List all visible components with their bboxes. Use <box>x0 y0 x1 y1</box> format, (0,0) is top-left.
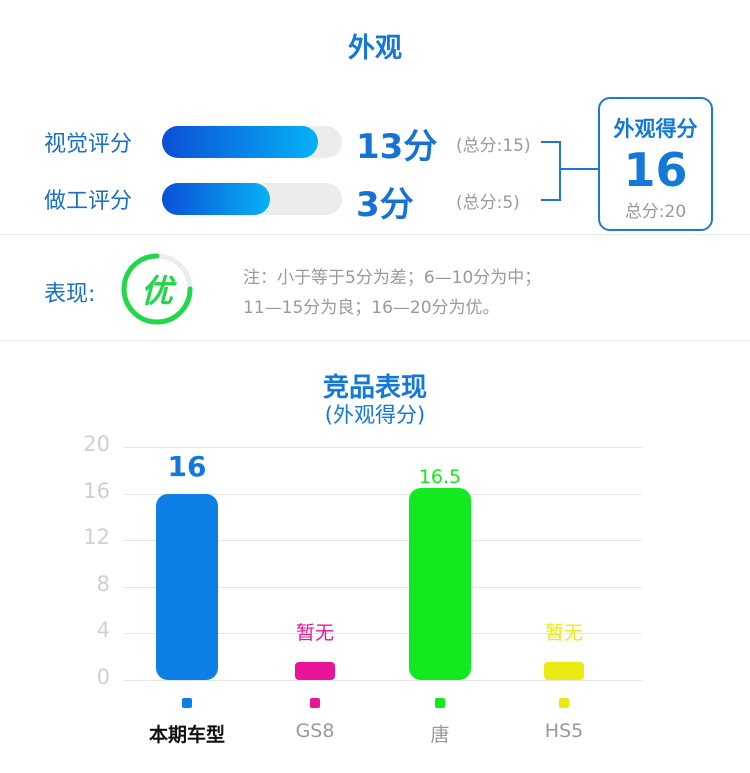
data-label: 16.5 <box>418 466 462 488</box>
grid-line <box>124 494 642 495</box>
rating-total: (总分:15) <box>456 136 531 156</box>
rating-score: 13分 <box>356 127 438 167</box>
rating-bar-track <box>162 126 342 158</box>
bar-placeholder <box>544 662 584 680</box>
bar <box>156 494 218 680</box>
legend-dot <box>435 698 445 708</box>
rating-label: 做工评分 <box>44 189 133 214</box>
bar-placeholder <box>295 662 335 680</box>
divider <box>0 340 750 341</box>
data-label: 暂无 <box>295 622 334 644</box>
grid-line <box>124 587 642 588</box>
grade-label: 表现: <box>44 282 96 307</box>
y-tick-label: 8 <box>96 572 110 596</box>
rating-score: 3分 <box>356 185 414 225</box>
grade-note-line1: 注：小于等于5分为差；6—10分为中； <box>243 268 542 288</box>
data-label: 暂无 <box>544 622 583 644</box>
x-category-label: GS8 <box>295 720 335 742</box>
chart-title: 竞品表现 <box>322 373 427 403</box>
rating-label: 视觉评分 <box>44 132 133 157</box>
grid-line <box>124 680 642 681</box>
section-title: 外观 <box>348 33 402 64</box>
grade-note-line2: 11—15分为良；16—20分为优。 <box>243 298 500 318</box>
legend-dot <box>559 698 569 708</box>
y-tick-label: 20 <box>83 432 110 456</box>
divider <box>0 234 750 235</box>
summary-card: 外观得分 16 总分:20 <box>598 97 713 231</box>
y-tick-label: 16 <box>83 479 110 503</box>
rating-bar-fill <box>162 183 270 215</box>
grade-ring <box>121 253 193 325</box>
bracket-connector-line <box>559 168 598 170</box>
data-label: 16 <box>167 450 207 483</box>
legend-dot <box>310 698 320 708</box>
rating-bar-track <box>162 183 342 215</box>
y-tick-label: 12 <box>83 525 110 549</box>
summary-title: 外观得分 <box>613 117 698 141</box>
grid-line <box>124 633 642 634</box>
y-tick-label: 4 <box>96 618 110 642</box>
grid-line <box>124 447 642 448</box>
grade-value: 优 <box>140 272 173 310</box>
legend-dot <box>182 698 192 708</box>
summary-score: 16 <box>623 143 688 197</box>
grid-line <box>124 540 642 541</box>
rating-bar-fill <box>162 126 318 158</box>
y-tick-label: 0 <box>96 665 110 689</box>
rating-total: (总分:5) <box>456 193 520 213</box>
x-category-label: 唐 <box>430 724 450 746</box>
x-category-label: HS5 <box>544 720 584 742</box>
bracket-connector <box>541 141 561 201</box>
chart-subtitle: (外观得分) <box>324 403 426 427</box>
x-category-label: 本期车型 <box>148 724 225 746</box>
bar <box>409 488 471 680</box>
summary-total: 总分:20 <box>624 202 687 222</box>
